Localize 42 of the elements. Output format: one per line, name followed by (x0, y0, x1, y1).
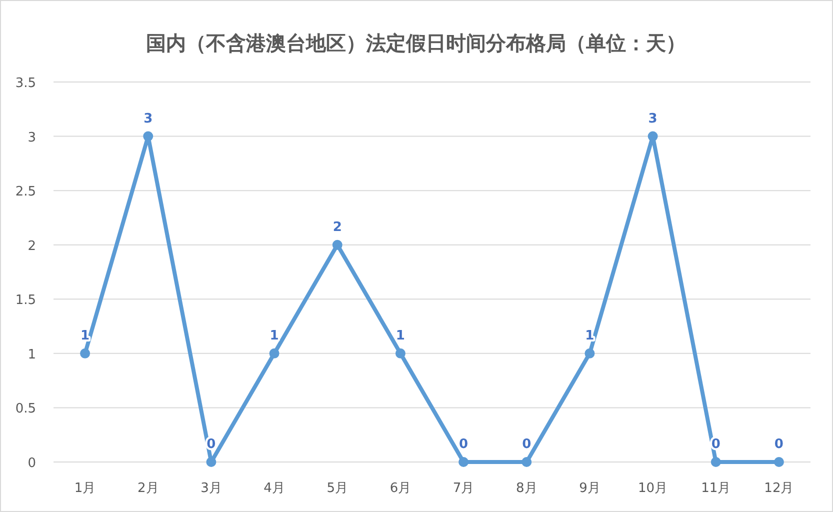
data-label: 0 (774, 437, 784, 452)
data-label: 0 (459, 437, 468, 452)
x-tick-label: 3月 (200, 481, 222, 496)
x-tick-label: 12月 (764, 481, 794, 496)
point (395, 348, 406, 358)
x-tick-label: 2月 (137, 481, 159, 496)
x-tick-label: 1月 (74, 481, 96, 496)
data-label: 1 (270, 328, 279, 344)
x-tick-label: 8月 (516, 481, 538, 496)
y-tick-label: 1 (28, 347, 36, 362)
point (458, 457, 469, 467)
x-tick-label: 5月 (326, 481, 348, 496)
x-tick-label: 6月 (390, 481, 412, 496)
data-label: 1 (396, 328, 405, 344)
point (584, 348, 595, 358)
y-tick-label: 3.5 (15, 76, 36, 91)
y-tick-label: 2 (28, 238, 36, 254)
y-tick-label: 1.5 (15, 293, 36, 308)
data-label: 1 (585, 328, 594, 344)
chart-title: 国内（不含港澳台地区）法定假日时间分布格局（单位：天） (146, 31, 686, 55)
data-label: 2 (332, 220, 342, 235)
point (774, 457, 784, 467)
y-tick-label: 2.5 (15, 184, 36, 200)
point (522, 457, 532, 467)
point (80, 348, 90, 358)
data-label: 3 (648, 111, 658, 126)
x-tick-label: 7月 (452, 481, 474, 496)
point (206, 457, 216, 467)
x-tick-label: 9月 (579, 481, 600, 496)
point (269, 348, 280, 358)
data-label: 0 (522, 437, 532, 452)
data-label: 3 (144, 111, 153, 126)
x-tick-label: 11月 (701, 481, 731, 496)
y-tick-label: 3 (28, 130, 36, 146)
point (710, 457, 721, 467)
point (648, 131, 658, 142)
x-tick-label: 10月 (638, 481, 668, 496)
x-tick-label: 4月 (264, 481, 285, 496)
y-tick-label: 0.5 (15, 402, 36, 417)
y-tick-label: 0 (28, 456, 36, 471)
point (332, 240, 342, 250)
point (143, 131, 154, 142)
